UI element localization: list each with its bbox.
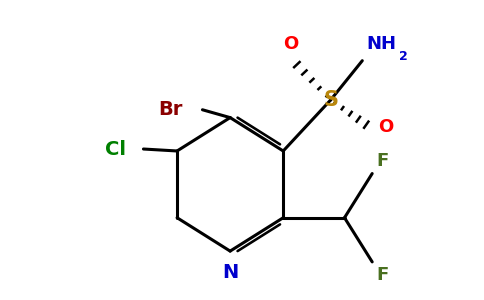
Text: Br: Br (158, 100, 182, 119)
Text: O: O (284, 35, 299, 53)
Text: O: O (378, 118, 393, 136)
Text: 2: 2 (399, 50, 408, 63)
Text: NH: NH (366, 35, 396, 53)
Text: Cl: Cl (105, 140, 126, 158)
Text: S: S (323, 90, 338, 110)
Text: N: N (222, 263, 238, 282)
Text: F: F (376, 266, 388, 284)
Text: F: F (376, 152, 388, 169)
